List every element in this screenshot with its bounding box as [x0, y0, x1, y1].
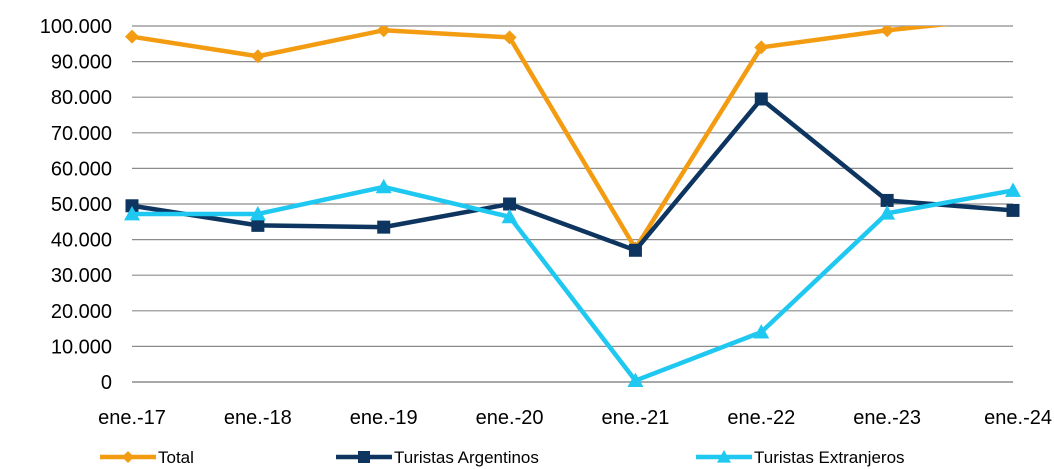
- y-tick-label: 60.000: [51, 158, 112, 180]
- data-point: [628, 243, 642, 257]
- legend-marker: [122, 451, 134, 463]
- data-point: [754, 40, 769, 55]
- x-tick-label: ene.-18: [224, 407, 292, 429]
- x-tick-label: ene.-19: [350, 407, 418, 429]
- y-tick-label: 0: [101, 372, 112, 394]
- legend-label: Total: [158, 448, 194, 467]
- grid-lines: [132, 25, 1013, 383]
- data-point: [377, 220, 391, 234]
- legend-label: Turistas Argentinos: [394, 448, 539, 467]
- series-total: [125, 10, 1020, 256]
- legend-label: Turistas Extranjeros: [754, 448, 905, 467]
- series-lines: [124, 10, 1021, 387]
- data-point: [1005, 182, 1021, 197]
- data-point: [1006, 10, 1020, 24]
- legend-item: Total: [100, 448, 194, 467]
- y-tick-label: 20.000: [51, 301, 112, 323]
- data-point: [124, 205, 140, 221]
- data-point: [753, 324, 770, 339]
- data-point: [754, 92, 768, 106]
- legend-marker: [717, 450, 731, 463]
- data-point: [249, 205, 266, 221]
- data-point: [376, 26, 391, 38]
- x-tick-label: ene.-24: [984, 407, 1052, 429]
- y-tick-label: 30.000: [51, 265, 112, 287]
- data-point: [125, 199, 139, 213]
- x-tick-label: ene.-20: [476, 407, 544, 429]
- series-turistas-argentinos: [125, 92, 1020, 257]
- legend-item: Turistas Argentinos: [336, 448, 539, 467]
- series-line: [129, 96, 1016, 253]
- series-line: [129, 184, 1016, 383]
- data-point: [1006, 203, 1020, 217]
- y-tick-label: 70.000: [51, 123, 112, 145]
- y-tick-label: 90.000: [51, 52, 112, 74]
- data-point: [375, 178, 392, 194]
- data-point: [880, 193, 894, 207]
- y-tick-label: 80.000: [51, 87, 112, 109]
- legend-item: Turistas Extranjeros: [696, 448, 905, 467]
- x-tick-label: ene.-21: [602, 407, 670, 429]
- legend-marker: [358, 451, 370, 463]
- data-point: [503, 197, 517, 211]
- data-point: [879, 205, 896, 220]
- y-tick-label: 10.000: [51, 336, 112, 358]
- data-point: [501, 208, 518, 224]
- y-tick-label: 40.000: [51, 230, 112, 252]
- data-point: [251, 218, 265, 232]
- data-point: [125, 29, 139, 44]
- data-point: [250, 49, 265, 64]
- data-point: [502, 30, 517, 45]
- data-point: [627, 372, 644, 387]
- x-axis-ticks: ene.-17 ene.-18 ene.-19 ene.-20 ene.-21 ene.-…: [98, 407, 1052, 429]
- x-tick-label: ene.-23: [853, 407, 921, 429]
- series-turistas-extranjeros: [124, 178, 1021, 387]
- y-axis-ticks: 0 10.000 20.000 30.000 40.000 50.000 60.000 70.…: [40, 16, 112, 394]
- y-tick-label: 50.000: [51, 194, 112, 216]
- data-point: [880, 26, 895, 38]
- series-line: [129, 26, 950, 251]
- legend: Total Turistas Argentinos Turistas Extranj…: [100, 448, 905, 467]
- y-tick-label: 100.000: [40, 16, 112, 38]
- x-tick-label: ene.-17: [98, 407, 166, 429]
- x-tick-label: ene.-22: [727, 407, 795, 429]
